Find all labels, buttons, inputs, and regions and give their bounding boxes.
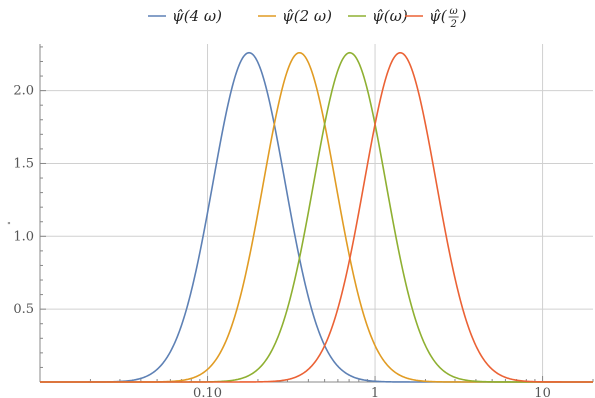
y-axis-label: " — [7, 221, 11, 230]
series-group — [40, 51, 593, 383]
series-line-4 — [40, 51, 593, 383]
y-tick-label: 1.0 — [13, 229, 34, 244]
series-line-3 — [40, 51, 593, 383]
series-line-1 — [40, 51, 593, 383]
grid — [40, 44, 593, 382]
series-line-2 — [40, 51, 593, 383]
legend-frac-num: ω — [450, 6, 458, 17]
x-tick-label: 1 — [371, 386, 379, 398]
x-tick-label: 10 — [534, 386, 551, 398]
legend-label-3: ψ̂(ω) — [372, 7, 408, 25]
legend-frac-den: 2 — [449, 19, 456, 30]
x-tick-label: 0.10 — [193, 386, 222, 398]
y-tick-label: 2.0 — [13, 84, 34, 99]
y-tick-label: 1.5 — [13, 156, 34, 171]
axes — [39, 44, 594, 383]
legend-label-1: ψ̂(4 ω) — [172, 7, 222, 25]
legend-label-4: ψ̂( — [429, 7, 448, 25]
legend-label-2: ψ̂(2 ω) — [282, 7, 332, 25]
legend: ψ̂(4 ω) ψ̂(2 ω) ψ̂(ω) ψ̂(ω 2) — [148, 6, 467, 30]
legend-paren: ) — [460, 7, 467, 25]
y-tick-label: 0.5 — [13, 302, 34, 317]
tick-labels: 0.10 1 10 0.5 1.0 1.5 2.0 " — [7, 84, 551, 398]
